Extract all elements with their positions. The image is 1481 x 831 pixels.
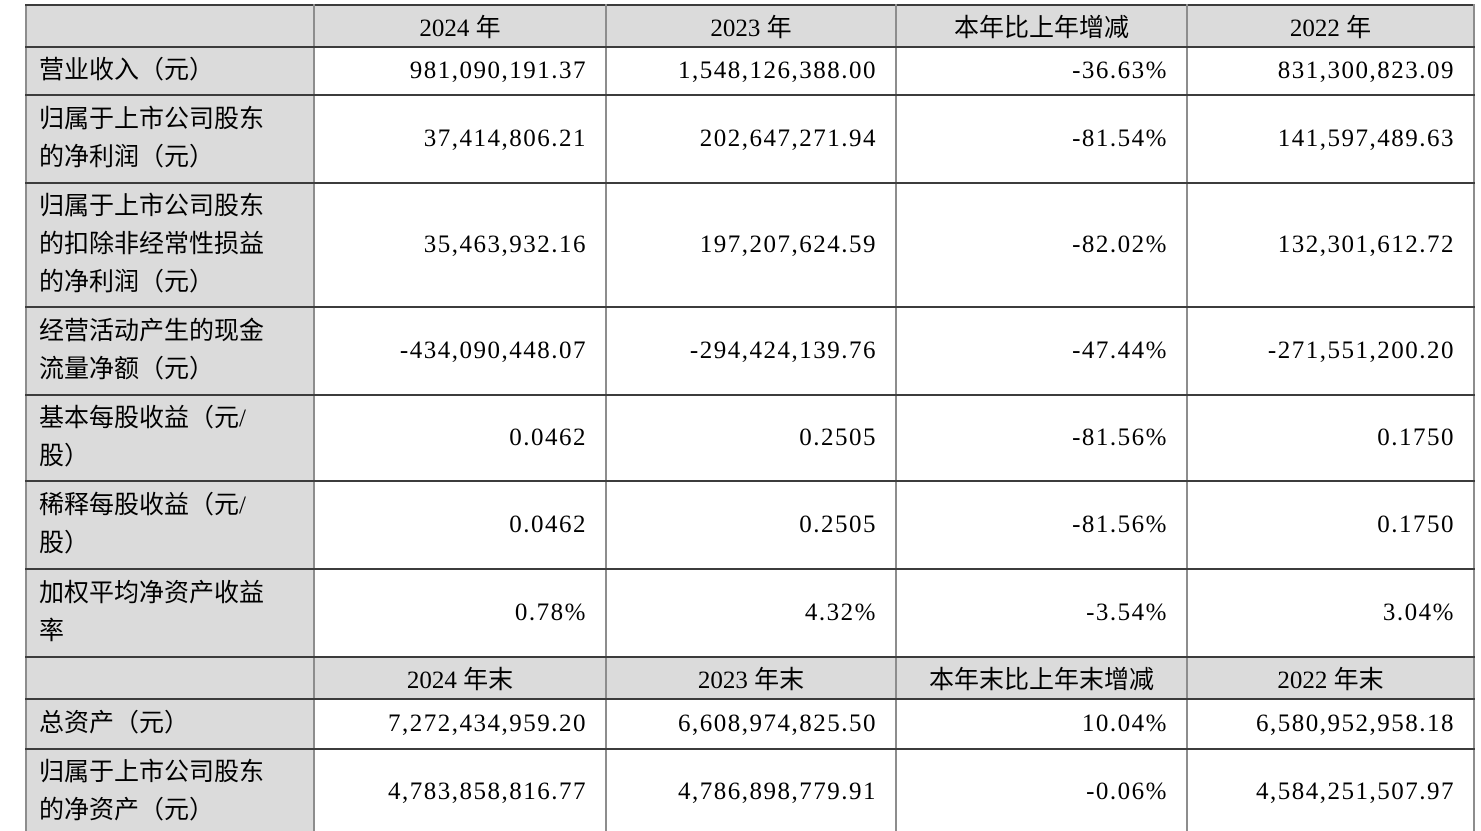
- value-cell: -294,424,139.76: [605, 306, 897, 396]
- value-cell: 3.04%: [1186, 568, 1475, 658]
- value-cell: 0.2505: [605, 480, 897, 570]
- header-cell-end-2022: 2022 年末: [1186, 656, 1475, 700]
- value-cell: -81.56%: [895, 394, 1188, 482]
- value-cell: 7,272,434,959.20: [313, 698, 607, 750]
- row-label: 归属于上市公司股东 的净利润（元）: [25, 94, 315, 184]
- header-cell-blank: [25, 4, 315, 48]
- key-financials-table: 2024 年 2023 年 本年比上年增减 2022 年 营业收入（元） 981…: [25, 4, 1475, 831]
- row-operating-revenue: 营业收入（元） 981,090,191.37 1,548,126,388.00 …: [25, 46, 1475, 96]
- value-cell: -434,090,448.07: [313, 306, 607, 396]
- row-net-profit-excl-nonrecurring: 归属于上市公司股东 的扣除非经常性损益 的净利润（元） 35,463,932.1…: [25, 182, 1475, 308]
- value-cell: 141,597,489.63: [1186, 94, 1475, 184]
- header-cell-yoy-change: 本年比上年增减: [895, 4, 1188, 48]
- row-net-profit-attributable: 归属于上市公司股东 的净利润（元） 37,414,806.21 202,647,…: [25, 94, 1475, 184]
- value-cell: -82.02%: [895, 182, 1188, 308]
- value-cell: -81.56%: [895, 480, 1188, 570]
- value-cell: 4.32%: [605, 568, 897, 658]
- annual-header-row: 2024 年 2023 年 本年比上年增减 2022 年: [25, 4, 1475, 48]
- value-cell: -47.44%: [895, 306, 1188, 396]
- value-cell: 0.78%: [313, 568, 607, 658]
- header-cell-year-2022: 2022 年: [1186, 4, 1475, 48]
- value-cell: 35,463,932.16: [313, 182, 607, 308]
- value-cell: 0.0462: [313, 394, 607, 482]
- row-operating-cash-flow: 经营活动产生的现金 流量净额（元） -434,090,448.07 -294,4…: [25, 306, 1475, 396]
- value-cell: 6,608,974,825.50: [605, 698, 897, 750]
- row-label: 归属于上市公司股东 的净资产（元）: [25, 748, 315, 831]
- row-weighted-avg-roe: 加权平均净资产收益 率 0.78% 4.32% -3.54% 3.04%: [25, 568, 1475, 658]
- value-cell: 37,414,806.21: [313, 94, 607, 184]
- header-cell-end-2023: 2023 年末: [605, 656, 897, 700]
- row-label: 基本每股收益（元/ 股）: [25, 394, 315, 482]
- value-cell: -0.06%: [895, 748, 1188, 831]
- year-end-header-row: 2024 年末 2023 年末 本年末比上年末增减 2022 年末: [25, 656, 1475, 700]
- value-cell: 4,783,858,816.77: [313, 748, 607, 831]
- value-cell: 197,207,624.59: [605, 182, 897, 308]
- row-label: 总资产（元）: [25, 698, 315, 750]
- value-cell: -3.54%: [895, 568, 1188, 658]
- row-basic-eps: 基本每股收益（元/ 股） 0.0462 0.2505 -81.56% 0.175…: [25, 394, 1475, 482]
- row-label: 归属于上市公司股东 的扣除非经常性损益 的净利润（元）: [25, 182, 315, 308]
- value-cell: 202,647,271.94: [605, 94, 897, 184]
- header-cell-end-2024: 2024 年末: [313, 656, 607, 700]
- header-cell-blank: [25, 656, 315, 700]
- row-diluted-eps: 稀释每股收益（元/ 股） 0.0462 0.2505 -81.56% 0.175…: [25, 480, 1475, 570]
- value-cell: 0.2505: [605, 394, 897, 482]
- value-cell: 132,301,612.72: [1186, 182, 1475, 308]
- header-cell-year-2024: 2024 年: [313, 4, 607, 48]
- row-label: 营业收入（元）: [25, 46, 315, 96]
- value-cell: 1,548,126,388.00: [605, 46, 897, 96]
- value-cell: 4,786,898,779.91: [605, 748, 897, 831]
- value-cell: 0.1750: [1186, 480, 1475, 570]
- row-label: 经营活动产生的现金 流量净额（元）: [25, 306, 315, 396]
- value-cell: 0.1750: [1186, 394, 1475, 482]
- row-total-assets: 总资产（元） 7,272,434,959.20 6,608,974,825.50…: [25, 698, 1475, 750]
- row-net-assets-attributable: 归属于上市公司股东 的净资产（元） 4,783,858,816.77 4,786…: [25, 748, 1475, 831]
- value-cell: 4,584,251,507.97: [1186, 748, 1475, 831]
- header-cell-year-2023: 2023 年: [605, 4, 897, 48]
- value-cell: 6,580,952,958.18: [1186, 698, 1475, 750]
- row-label: 加权平均净资产收益 率: [25, 568, 315, 658]
- value-cell: 10.04%: [895, 698, 1188, 750]
- value-cell: 981,090,191.37: [313, 46, 607, 96]
- value-cell: -81.54%: [895, 94, 1188, 184]
- value-cell: 831,300,823.09: [1186, 46, 1475, 96]
- value-cell: -271,551,200.20: [1186, 306, 1475, 396]
- value-cell: -36.63%: [895, 46, 1188, 96]
- header-cell-year-end-change: 本年末比上年末增减: [895, 656, 1188, 700]
- row-label: 稀释每股收益（元/ 股）: [25, 480, 315, 570]
- value-cell: 0.0462: [313, 480, 607, 570]
